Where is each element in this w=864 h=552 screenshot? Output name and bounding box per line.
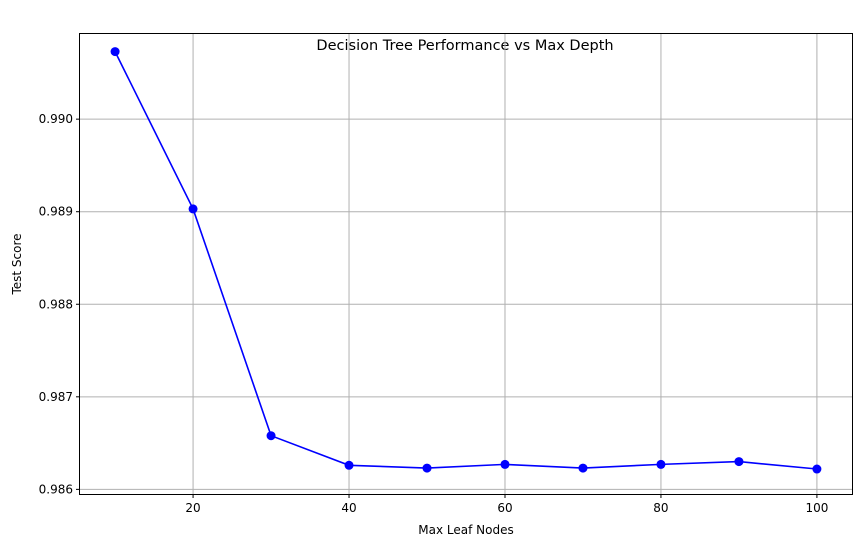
x-tick-label: 100 bbox=[805, 501, 828, 515]
data-point bbox=[344, 460, 354, 470]
y-tick-label: 0.987 bbox=[39, 390, 73, 404]
data-point bbox=[110, 47, 120, 57]
data-point bbox=[188, 204, 198, 214]
grid-lines bbox=[80, 34, 852, 494]
y-tick-label: 0.990 bbox=[39, 112, 73, 126]
data-point bbox=[422, 463, 432, 473]
series-layer bbox=[110, 47, 822, 474]
y-axis-label: Test Score bbox=[10, 233, 24, 295]
data-point bbox=[266, 431, 276, 441]
data-point bbox=[578, 463, 588, 473]
x-tick-label: 20 bbox=[185, 501, 200, 515]
data-point bbox=[812, 464, 822, 474]
plot-frame bbox=[79, 33, 853, 495]
x-tick-label: 80 bbox=[653, 501, 668, 515]
x-axis-label: Max Leaf Nodes bbox=[418, 523, 513, 537]
x-tick-label: 60 bbox=[497, 501, 512, 515]
chart-title: Decision Tree Performance vs Max Depth bbox=[316, 38, 613, 54]
y-tick-label: 0.988 bbox=[39, 297, 73, 311]
data-point bbox=[500, 459, 510, 469]
data-point bbox=[734, 457, 744, 467]
x-tick-label: 40 bbox=[341, 501, 356, 515]
series-line bbox=[114, 51, 817, 470]
data-point bbox=[656, 459, 666, 469]
y-tick-label: 0.989 bbox=[39, 205, 73, 219]
y-tick-label: 0.986 bbox=[39, 482, 73, 496]
tick-layer: 20 40 60 80 100 0.986 0.987 0.988 0.989 0.990 bbox=[39, 112, 829, 515]
